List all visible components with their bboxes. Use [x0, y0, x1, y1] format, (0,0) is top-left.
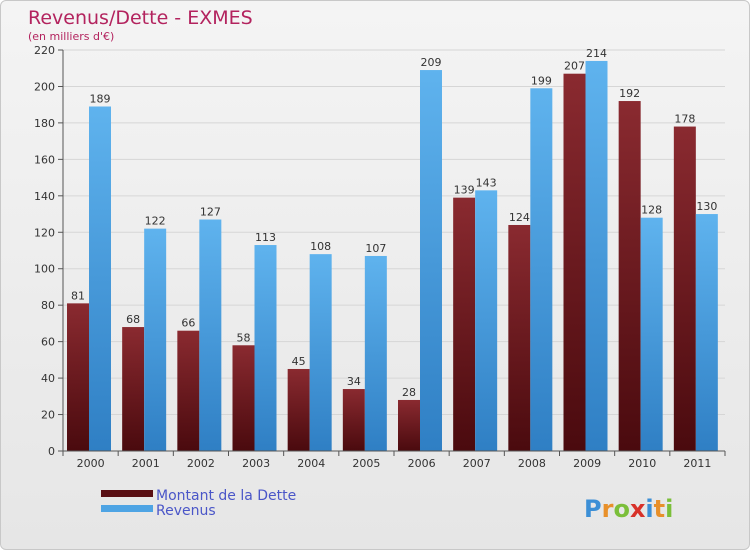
legend-swatch-debt — [101, 490, 153, 497]
y-axis: 0 20 40 60 80 100 120 140 160 180 200 220 — [34, 44, 64, 458]
y-tick-label: 20 — [41, 409, 55, 422]
y-tick-label: 180 — [34, 117, 55, 130]
bar-debt — [453, 197, 476, 451]
data-label-revenus: 143 — [476, 176, 497, 189]
data-label-debt: 58 — [237, 331, 251, 344]
data-label-debt: 66 — [181, 317, 195, 330]
data-label-debt: 34 — [347, 375, 361, 388]
bar-debt — [563, 73, 586, 451]
y-tick-label: 40 — [41, 372, 55, 385]
chart-title: Revenus/Dette - EXMES — [28, 7, 253, 29]
y-tick-label: 120 — [34, 226, 55, 239]
bar-revenus — [695, 214, 718, 451]
data-label-debt: 45 — [292, 355, 306, 368]
data-label-revenus: 128 — [641, 204, 662, 217]
x-tick-label: 2008 — [518, 457, 546, 470]
x-tick-label: 2002 — [187, 457, 215, 470]
y-tick-label: 220 — [34, 44, 55, 57]
x-tick-label: 2000 — [77, 457, 105, 470]
data-label-revenus: 122 — [145, 215, 166, 228]
bar-debt — [287, 368, 310, 451]
x-tick-label: 2005 — [352, 457, 380, 470]
y-tick-label: 0 — [48, 445, 55, 458]
legend-label-revenus: Revenus — [156, 503, 216, 519]
legend-label-debt: Montant de la Dette — [156, 488, 296, 504]
bar-revenus — [199, 219, 222, 451]
data-label-debt: 192 — [619, 87, 640, 100]
y-tick-label: 80 — [41, 299, 55, 312]
bar-revenus — [254, 245, 277, 451]
data-label-debt: 139 — [454, 184, 475, 197]
data-label-revenus: 127 — [200, 206, 221, 219]
data-label-revenus: 214 — [586, 47, 607, 60]
bar-revenus — [640, 217, 663, 451]
bars: 81 189 68 122 66 127 58 113 45 108 34 107 28 209 13914… — [67, 47, 718, 452]
bar-revenus — [364, 255, 387, 451]
data-label-debt: 68 — [126, 313, 140, 326]
x-tick-label: 2010 — [628, 457, 656, 470]
data-label-revenus: 189 — [90, 93, 111, 106]
x-tick-label: 2006 — [408, 457, 436, 470]
x-tick-label: 2011 — [683, 457, 711, 470]
x-tick-label: 2009 — [573, 457, 601, 470]
bar-revenus — [475, 190, 498, 451]
proxiti-logo: Proxiti — [584, 495, 673, 523]
gridlines — [63, 49, 725, 452]
bar-debt — [122, 327, 145, 451]
y-tick-label: 160 — [34, 153, 55, 166]
y-tick-label: 140 — [34, 190, 55, 203]
bar-debt — [67, 303, 89, 451]
bar-revenus — [530, 88, 553, 451]
data-label-revenus: 108 — [310, 240, 331, 253]
y-tick-label: 100 — [34, 263, 55, 276]
data-label-revenus: 107 — [365, 242, 386, 255]
data-label-revenus: 113 — [255, 231, 276, 244]
data-label-debt: 124 — [509, 211, 530, 224]
logo-text: Proxiti — [584, 495, 673, 523]
bar-revenus — [89, 106, 111, 451]
bar-debt — [342, 389, 365, 451]
bar-revenus — [420, 70, 442, 452]
bar-revenus — [144, 228, 167, 451]
legend: Montant de la Dette Revenus — [101, 488, 296, 519]
data-label-debt: 207 — [564, 60, 585, 73]
bar-revenus — [309, 254, 332, 451]
bar-debt — [508, 224, 531, 451]
legend-swatch-revenus — [101, 505, 153, 512]
data-label-debt: 28 — [402, 386, 416, 399]
y-tick-label: 200 — [34, 80, 55, 93]
data-label-debt: 178 — [674, 113, 695, 126]
bar-debt — [673, 126, 696, 452]
bar-debt — [618, 101, 641, 451]
bar-revenus — [585, 60, 608, 451]
bar-debt — [177, 330, 200, 451]
x-tick-label: 2001 — [132, 457, 160, 470]
x-axis: 2000 2001 2002 2003 2004 2005 2006 2007 2008 2009… — [62, 450, 726, 470]
bar-debt — [398, 399, 420, 451]
y-tick-label: 60 — [41, 336, 55, 349]
x-tick-label: 2003 — [242, 457, 270, 470]
chart-subtitle: (en milliers d'€) — [28, 30, 114, 43]
data-label-debt: 81 — [71, 289, 85, 302]
data-label-revenus: 199 — [531, 74, 552, 87]
data-label-revenus: 209 — [421, 56, 442, 69]
bar-debt — [232, 345, 255, 451]
data-label-revenus: 130 — [696, 200, 717, 213]
x-tick-label: 2007 — [463, 457, 491, 470]
x-tick-label: 2004 — [297, 457, 325, 470]
